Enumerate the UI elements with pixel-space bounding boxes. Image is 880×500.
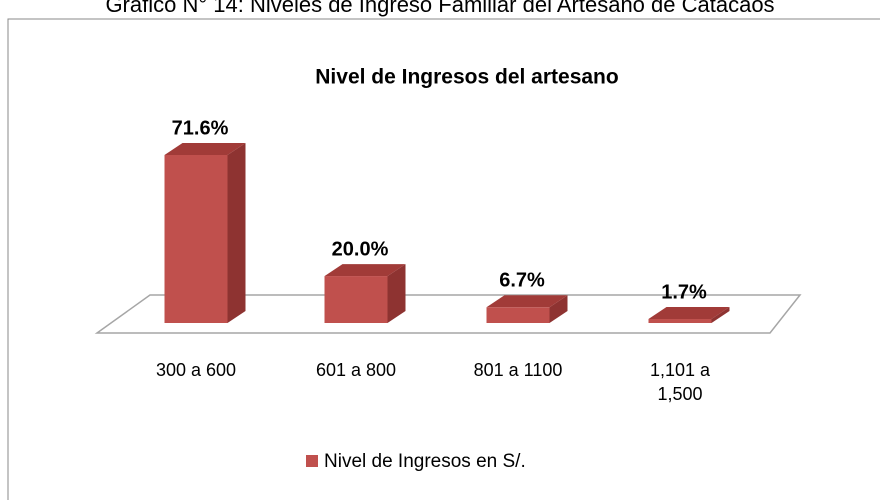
x-tick-label: 1,101 a 1,500 (649, 360, 711, 404)
data-label: 6.7% (499, 270, 545, 292)
x-tick-label: 801 a 1100 (473, 360, 563, 380)
chart-frame (7, 18, 880, 500)
floor (94, 294, 802, 334)
bar-top (164, 143, 246, 155)
legend-swatch (306, 455, 318, 467)
bar-top (324, 264, 406, 277)
data-label: 1.7% (661, 281, 707, 303)
bar-side (711, 307, 730, 323)
bar (324, 276, 388, 323)
bar (486, 307, 550, 323)
legend-label: Nivel de Ingresos en S/. (324, 451, 526, 472)
data-label: 71.6% (172, 117, 229, 139)
data-label: 20.0% (332, 238, 389, 260)
bar-side (549, 295, 568, 323)
x-tick-label: 601 a 800 (315, 360, 397, 380)
bar (648, 319, 712, 323)
bar (164, 155, 228, 323)
bar-top (648, 307, 730, 320)
x-tick-label: 300 a 600 (155, 360, 237, 380)
chart-title: Nivel de Ingresos del artesano (315, 66, 618, 89)
bar-side (227, 143, 246, 323)
caption: Gráfico N° 14: Niveles de Ingreso Famili… (105, 0, 774, 17)
bar-top (486, 295, 568, 308)
bar-side (387, 264, 406, 323)
